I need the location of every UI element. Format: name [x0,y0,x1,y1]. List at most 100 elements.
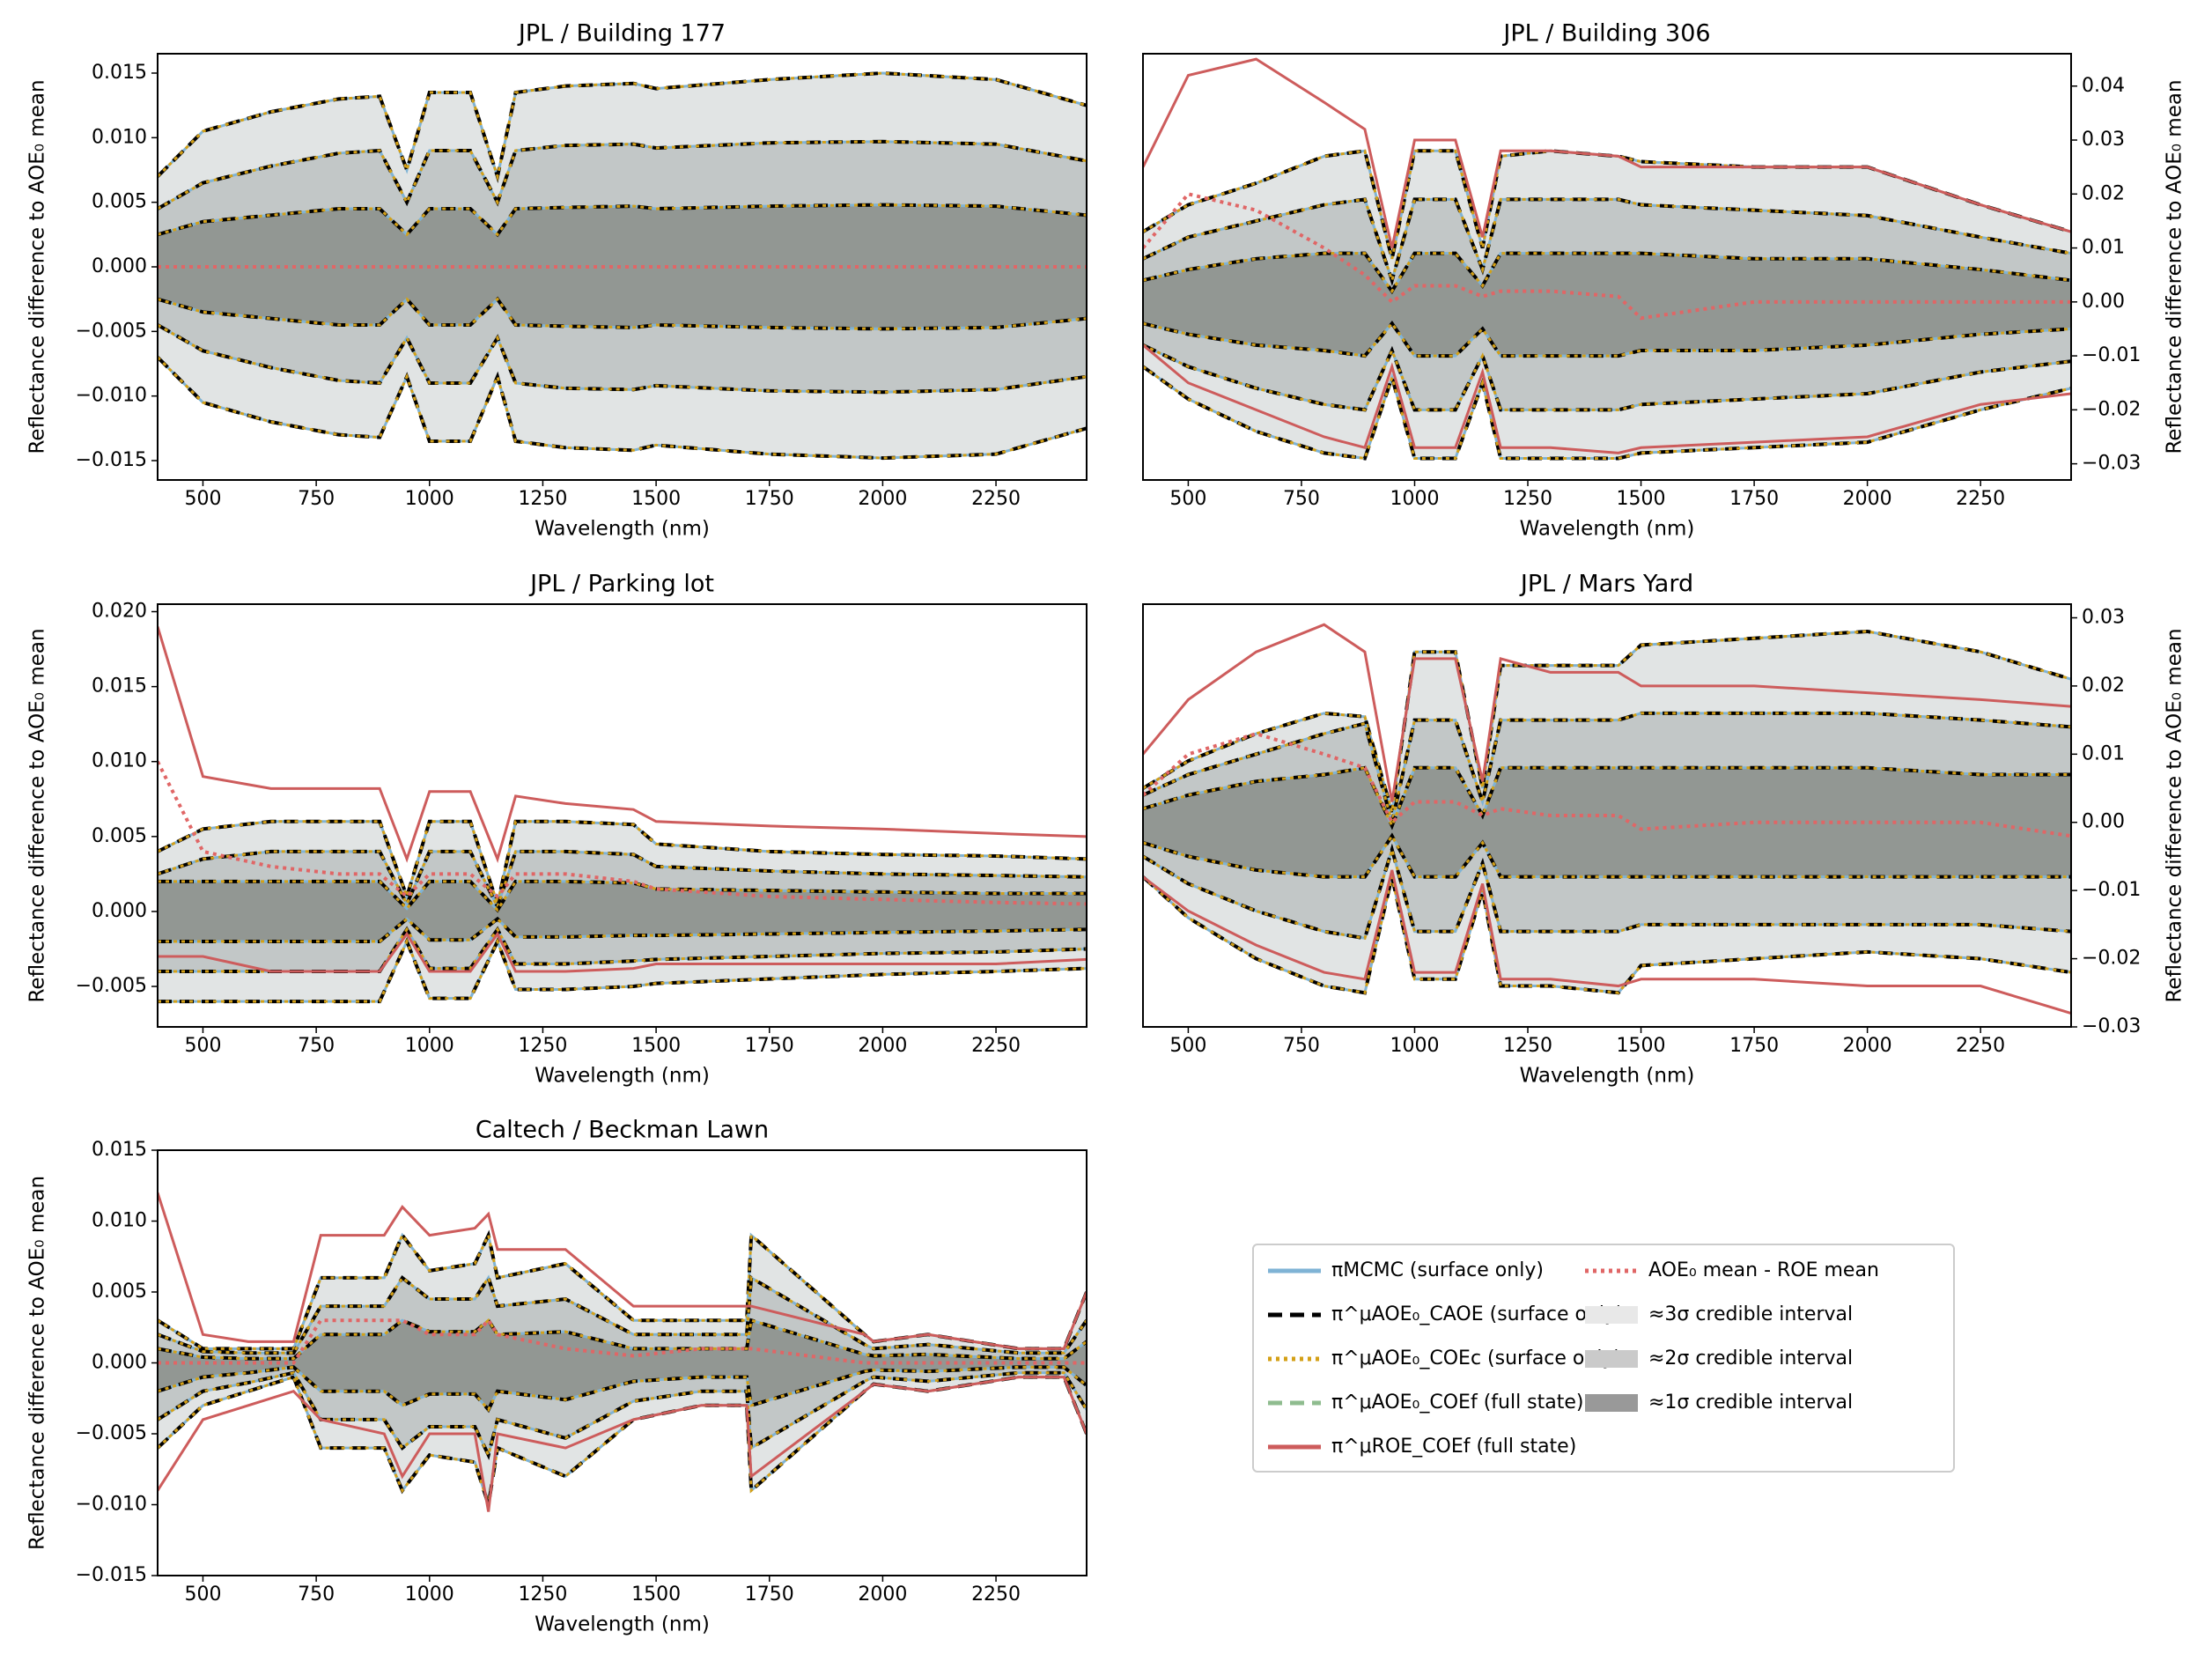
x-axis-label: Wavelength (nm) [1520,518,1695,541]
y-tick-label: 0.005 [92,191,147,213]
x-tick-label: 1000 [405,488,454,510]
y-tick-label: 0.01 [2082,742,2125,764]
series-line [1143,57,2071,248]
band-edge [1143,252,2071,294]
y-tick-label: 0.01 [2082,237,2125,259]
x-tick-label: 500 [184,488,221,510]
x-tick-label: 1000 [1390,488,1439,510]
x-tick-label: 1000 [405,1583,454,1606]
plot-area [1143,57,2071,461]
x-tick-label: 2250 [971,1583,1021,1606]
y-tick-label: 0.03 [2082,129,2125,151]
band-edge [158,850,1087,911]
y-axis-label: Reflectance difference to AOE₀ mean [26,628,49,1002]
legend-patch [1585,1394,1638,1412]
legend-label: π^μAOE₀_COEc (surface only) [1331,1347,1621,1369]
band-edge [158,938,1087,1003]
plot-area [158,1192,1087,1512]
plot-area [158,626,1087,1004]
x-axis-label: Wavelength (nm) [535,1613,710,1636]
band-edge [1143,843,2071,941]
band-edge [158,297,1087,330]
x-tick-label: 1250 [518,1035,567,1057]
legend-label: ≈2σ credible interval [1648,1347,1853,1369]
x-axis-label: Wavelength (nm) [535,518,710,541]
x-tick-label: 1250 [1503,1035,1552,1057]
credible-band [158,1320,1087,1410]
y-tick-label: 0.00 [2082,291,2125,313]
x-tick-label: 2000 [1843,1035,1892,1057]
credible-band [1143,767,2071,877]
x-tick-label: 750 [1283,488,1320,510]
y-axis-label: Reflectance difference to AOE₀ mean [2164,628,2186,1002]
x-tick-label: 750 [1283,1035,1320,1057]
y-axis-label: Reflectance difference to AOE₀ mean [26,1176,49,1550]
band-edge [1143,343,2071,411]
y-tick-label: 0.04 [2082,75,2125,97]
band-edge [158,203,1087,237]
series-line [1143,192,2071,321]
band-edge [158,140,1087,210]
band-edge [158,323,1087,394]
x-tick-label: 2250 [1956,488,2005,510]
chart-title: JPL / Parking lot [528,571,714,598]
band-edge [158,820,1087,910]
credible-band [158,204,1087,329]
plot-area [158,70,1087,461]
series-line [158,931,1087,973]
legend-label: π^μROE_COEf (full state) [1331,1436,1576,1458]
y-tick-label: 0.000 [92,1352,147,1374]
y-tick-label: 0.010 [92,750,147,772]
chart-title: Caltech / Beckman Lawn [476,1117,769,1144]
series-line [1143,623,2071,802]
x-tick-label: 1250 [1503,488,1552,510]
band-edge [158,1318,1087,1361]
y-tick-label: 0.020 [92,601,147,623]
x-tick-label: 1750 [745,1035,794,1057]
legend-label: π^μAOE₀_CAOE (surface only) [1331,1303,1624,1325]
y-tick-label: 0.000 [92,255,147,277]
y-tick-label: 0.000 [92,900,147,922]
x-tick-label: 2250 [1956,1035,2005,1057]
series-line [1143,343,2071,454]
y-tick-label: 0.02 [2082,675,2125,697]
x-tick-label: 500 [184,1035,221,1057]
series-line [158,626,1087,863]
y-tick-label: 0.015 [92,62,147,84]
y-tick-label: −0.02 [2082,398,2141,420]
y-tick-label: 0.00 [2082,811,2125,833]
x-tick-label: 750 [298,488,335,510]
y-tick-label: −0.005 [76,975,147,997]
chart-title: JPL / Building 306 [1501,20,1710,48]
x-tick-label: 500 [184,1583,221,1606]
y-tick-label: −0.03 [2082,1015,2141,1037]
band-edge [1143,765,2071,830]
x-tick-label: 2250 [971,1035,1021,1057]
x-tick-label: 1500 [1617,1035,1666,1057]
y-tick-label: 0.02 [2082,182,2125,204]
y-tick-label: −0.005 [76,1422,147,1444]
band-edge [158,71,1087,182]
axes-frame [1142,603,2072,1028]
series-line [158,1192,1087,1350]
x-tick-label: 750 [298,1035,335,1057]
y-tick-label: 0.005 [92,825,147,847]
y-tick-label: 0.03 [2082,606,2125,628]
x-tick-label: 1750 [1729,488,1779,510]
legend-label: ≈1σ credible interval [1648,1392,1853,1414]
band-edge [1143,365,2071,461]
credible-band [158,881,1087,941]
band-edge [1143,875,2071,995]
x-tick-label: 2000 [1843,488,1892,510]
band-edge [158,1370,1087,1460]
x-tick-label: 1500 [631,488,681,510]
y-tick-label: −0.03 [2082,453,2141,475]
x-tick-label: 1000 [405,1035,454,1057]
legend-label: AOE₀ mean - ROE mean [1648,1259,1879,1281]
legend-patch [1585,1350,1638,1368]
band-edge [158,1365,1087,1414]
x-tick-label: 1250 [518,488,567,510]
band-edge [1143,630,2071,813]
axes-frame [1142,53,2072,481]
